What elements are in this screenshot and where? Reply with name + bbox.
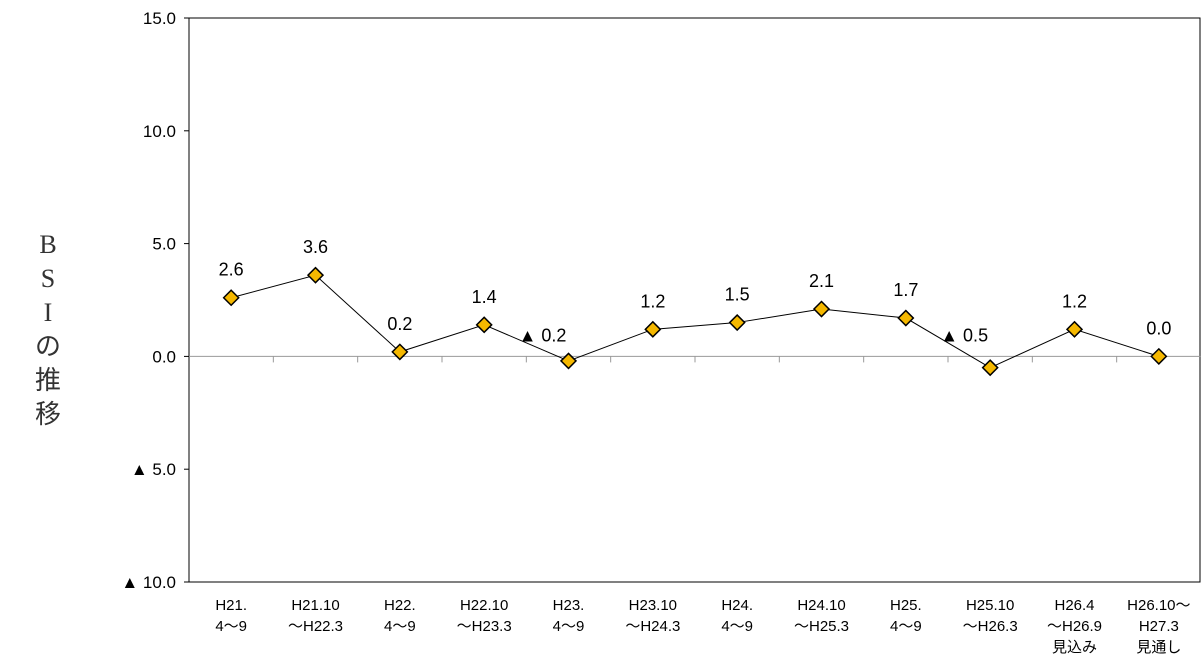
x-category-label: H24.10	[797, 597, 845, 614]
data-point-marker	[728, 313, 746, 332]
x-category-label: H25.10	[966, 597, 1014, 614]
x-category-label: 4〜9	[721, 618, 753, 635]
x-category-label: 〜H25.3	[794, 618, 849, 635]
data-label: 1.7	[893, 280, 918, 300]
data-point-marker	[981, 359, 999, 377]
y-axis-title-char: B	[39, 230, 56, 259]
y-tick-label: ▲ 5.0	[131, 460, 176, 479]
data-point-marker	[559, 352, 578, 370]
x-category-label: 4〜9	[384, 618, 416, 635]
x-category-label: 〜H26.9	[1047, 618, 1102, 635]
data-point-marker	[1065, 320, 1084, 338]
x-category-label: 見込み	[1052, 639, 1097, 656]
x-category-label: H21.	[215, 597, 247, 614]
y-tick-label: 5.0	[152, 235, 176, 254]
x-category-label: 〜H26.3	[963, 618, 1018, 635]
x-category-label: 4〜9	[553, 618, 585, 635]
data-point-marker	[812, 300, 831, 318]
data-label: 0.0	[1146, 318, 1171, 338]
x-category-label: H21.10	[291, 597, 339, 614]
x-category-label: 4〜9	[215, 618, 247, 635]
data-label: 1.2	[640, 291, 665, 311]
data-label: 3.6	[303, 237, 328, 257]
x-category-label: H23.	[553, 597, 585, 614]
data-point-marker	[1150, 347, 1168, 365]
data-label: 1.2	[1062, 291, 1087, 311]
x-category-label: H25.	[890, 597, 922, 614]
y-tick-label: ▲ 10.0	[121, 573, 176, 592]
x-category-label: 〜H23.3	[457, 618, 512, 635]
x-axis-tick-marks	[272, 356, 1118, 363]
x-category-label: H26.4	[1054, 597, 1094, 614]
data-point-marker	[306, 266, 325, 284]
data-label: ▲ 0.2	[519, 325, 567, 345]
data-label: ▲ 0.5	[940, 325, 988, 345]
plot-area-frame	[188, 17, 1201, 583]
y-axis-title-char: の	[35, 332, 61, 361]
data-label: 1.4	[472, 287, 497, 307]
y-axis-ticks: 15.0 10.0 5.0 0.0 ▲ 5.0 ▲ 10.0	[121, 9, 189, 592]
data-label: 2.1	[809, 271, 834, 291]
y-tick-label: 10.0	[143, 122, 176, 141]
x-category-label: H23.10	[629, 597, 677, 614]
x-category-label: 〜H22.3	[288, 618, 343, 635]
y-tick-label: 0.0	[152, 347, 176, 366]
x-category-label: 見通し	[1136, 639, 1181, 656]
data-point-marker	[391, 343, 409, 361]
data-point-marker	[897, 309, 915, 327]
series-line	[231, 274, 1159, 369]
x-category-label: H26.10〜	[1127, 597, 1190, 614]
data-labels: 2.6 3.6 0.2 1.4 ▲ 0.2 1.2 1.5 2.1 1.7 ▲ 0.5 1.2 0.0	[219, 237, 1172, 345]
x-axis-category-labels: H21. 4〜9 H21.10 〜H22.3 H22. 4〜9 H22.10 〜H23.3 H2…	[215, 597, 1190, 656]
data-point-marker	[644, 320, 662, 338]
y-axis-title-char: S	[41, 264, 55, 293]
x-category-label: H22.	[384, 597, 416, 614]
y-axis-title-char: 移	[35, 400, 61, 429]
x-category-label: H27.3	[1139, 618, 1179, 635]
y-axis-title-char: 推	[35, 366, 61, 395]
x-category-label: H22.10	[460, 597, 508, 614]
data-point-markers	[222, 266, 1168, 377]
y-axis-title-char: I	[44, 298, 53, 327]
x-category-label: 〜H24.3	[625, 618, 680, 635]
data-label: 1.5	[725, 285, 750, 305]
data-point-marker	[475, 316, 493, 334]
x-category-label: 4〜9	[890, 618, 922, 635]
data-label: 2.6	[219, 260, 244, 280]
data-point-marker	[222, 289, 240, 307]
x-category-label: H24.	[721, 597, 753, 614]
y-tick-label: 15.0	[143, 9, 176, 28]
data-label: 0.2	[387, 314, 412, 334]
